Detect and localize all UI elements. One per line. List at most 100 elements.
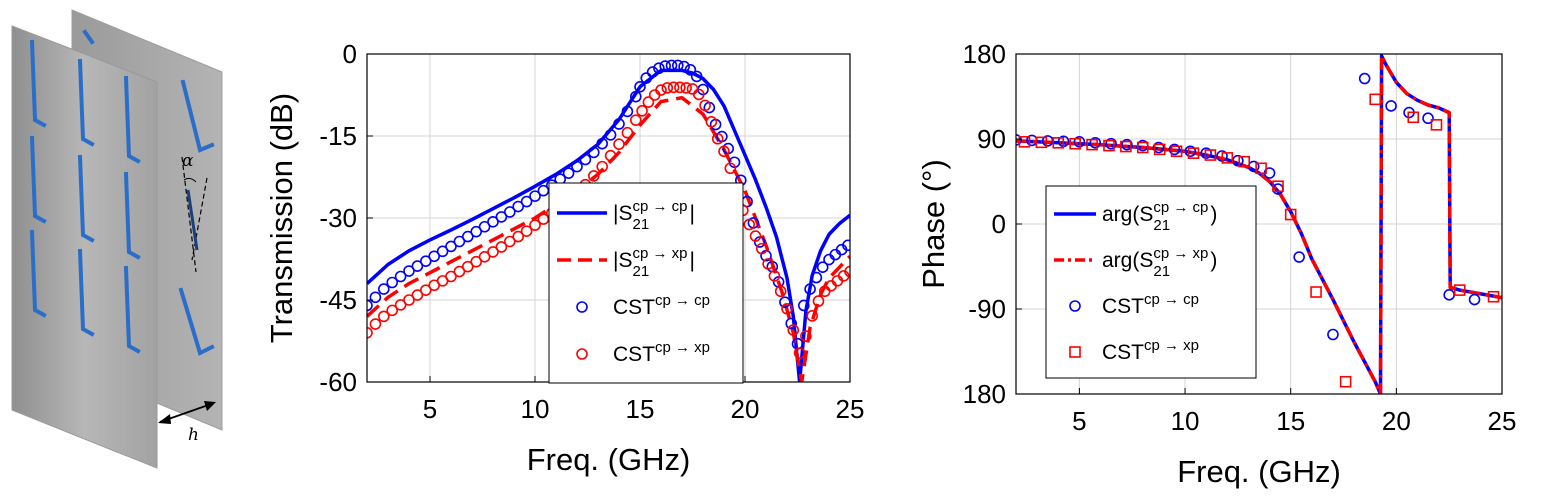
c2-series-3-point-0: [1018, 136, 1031, 148]
front-element-7: [123, 75, 141, 164]
c2-series-3-point-1: [1035, 136, 1048, 149]
c2-series-3-point-17: [1310, 286, 1322, 298]
c2-series-3-point-23: [1487, 290, 1500, 303]
c1-series-2-point-6: [411, 260, 424, 272]
c1-series-2-point-62: [816, 261, 829, 274]
c1-series-2-point-42: [690, 70, 703, 83]
c1-series-3-point-29: [604, 149, 617, 162]
c2-ytick-label-2: 0: [992, 209, 1006, 239]
c2-series-2-point-21: [1385, 100, 1397, 112]
c1-series-2-point-13: [470, 225, 483, 238]
transmission-x-axis-label: Freq. (GHz): [527, 442, 691, 477]
c1-ytick-label-4: -60: [319, 367, 357, 397]
c2-xtick-label-1: 10: [1171, 406, 1200, 436]
c2-ytick-label-1: 90: [977, 124, 1006, 154]
c1-series-2-point-8: [428, 250, 441, 263]
transmission-legend: |Scp → cp 21 ||Scp → xp 21 |CSTcp → cpCSTcp …: [548, 182, 744, 384]
front-element-2: [29, 135, 47, 224]
c1-series-3-point-2: [377, 310, 390, 323]
c2-series-3-point-11: [1204, 149, 1217, 161]
c1-series-2-point-34: [640, 72, 653, 84]
c1-series-2-point-24: [562, 167, 575, 179]
c2-series-2-point-0: [1016, 134, 1022, 146]
c1-series-2-point-7: [419, 255, 432, 267]
c1-series-3-point-15: [487, 246, 499, 258]
h-arrow-head-left: [158, 414, 171, 424]
c1-series-3-point-59: [800, 330, 812, 342]
back-element-1: [180, 79, 215, 153]
c1-series-3-point-38: [667, 81, 680, 94]
transmission-ticks: 5 10 15 20 25 0 -15 -30 -45 -60: [319, 39, 864, 424]
c1-series-3-point-60: [806, 310, 819, 322]
c2-series-3-point-4: [1086, 138, 1098, 151]
c2-xtick-label-4: 25: [1488, 406, 1517, 436]
phase-x-axis-label: Freq. (GHz): [1177, 454, 1341, 489]
c1-series-2-point-66: [842, 239, 850, 252]
c2-series-3-point-16: [1284, 208, 1297, 221]
c1-series-2-point-35: [646, 66, 659, 78]
c1-series-2-point-37: [659, 60, 672, 72]
c2-series-2-point-20: [1358, 72, 1371, 85]
c1-series-3-point-37: [661, 82, 674, 94]
c1-series-3-point-51: [749, 230, 762, 242]
c1-series-3-point-40: [680, 82, 693, 94]
c1-series-2-point-4: [394, 270, 407, 283]
h-arrow-head-right: [204, 401, 216, 411]
c2-series-2-point-23: [1422, 112, 1434, 125]
c1-series-3-point-19: [520, 225, 533, 237]
c1-series-2-point-25: [571, 160, 583, 173]
c2-series-3-point-7: [1136, 141, 1149, 154]
c2-series-2-point-5: [1089, 136, 1102, 149]
c1-series-2-point-36: [653, 62, 665, 75]
front-element-5: [77, 154, 95, 243]
alpha-label: α: [182, 151, 194, 171]
c1-series-1-line: [367, 95, 850, 382]
back-element-2: [178, 287, 215, 356]
front-element-8: [123, 171, 141, 260]
c2-series-2-point-19: [1327, 328, 1339, 341]
front-sheet-elements: [29, 39, 141, 354]
c1-series-2-point-27: [587, 146, 600, 159]
front-sheet: [11, 25, 158, 469]
c1-series-3-point-30: [613, 138, 625, 150]
c1-series-3-point-47: [724, 162, 737, 175]
h-label: h: [188, 425, 199, 445]
c1-series-3-point-45: [711, 132, 724, 145]
c1-series-3-point-53: [762, 258, 774, 270]
c2-series-2-point-7: [1121, 138, 1133, 151]
c1-series-3-point-57: [787, 324, 800, 336]
c1-series-2-point-3: [386, 276, 399, 289]
c1-series-0-line: [367, 68, 850, 382]
c1-series-3-point-32: [629, 114, 642, 126]
c1-series-3-point-46: [718, 145, 730, 158]
c2-series-3-point-8: [1153, 143, 1166, 156]
c1-series-3-point-3: [386, 304, 399, 317]
c1-series-2-point-56: [779, 296, 791, 308]
c2-series-3-point-22: [1453, 284, 1466, 296]
c2-series-3-point-12: [1221, 152, 1234, 164]
phase-ticks: 5 10 15 20 25 180 90 0 -90 180: [963, 39, 1517, 436]
c2-series-3-point-14: [1255, 162, 1267, 175]
c2-series-1-line: [1016, 54, 1502, 394]
c1-series-3-point-11: [453, 265, 466, 278]
c2-ytick-label-4: 180: [963, 379, 1006, 409]
c2-series-3-point-2: [1052, 136, 1065, 149]
c1-series-2-point-10: [445, 240, 457, 253]
c1-series-2-point-20: [529, 190, 541, 202]
c1-xtick-label-1: 10: [521, 394, 550, 424]
c1-series-3-point-17: [503, 235, 516, 248]
front-element-4: [77, 58, 95, 147]
c1-series-3-point-5: [403, 294, 415, 306]
c1-series-3-point-0: [367, 327, 373, 339]
c1-series-3-point-43: [699, 99, 711, 112]
c1-ytick-label-0: 0: [343, 39, 357, 69]
c1-series-3-point-27: [587, 170, 600, 182]
c1-series-2-point-16: [495, 211, 508, 223]
front-element-9: [123, 265, 141, 354]
c1-xtick-label-4: 25: [836, 394, 865, 424]
c1-series-3-point-44: [705, 115, 718, 128]
c1-series-2-point-26: [579, 153, 592, 166]
c1-series-2-point-31: [621, 105, 634, 118]
